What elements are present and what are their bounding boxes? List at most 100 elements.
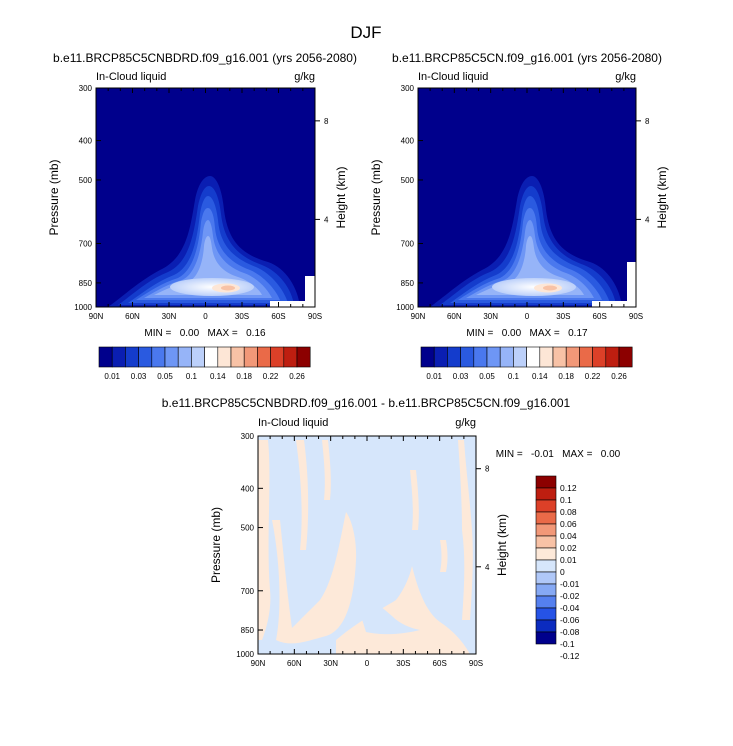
colorbar-swatch [230,346,245,368]
colorbar-swatch [535,619,557,633]
colorbar-label: 0.01 [104,372,120,381]
colorbar-swatch [535,487,557,501]
colorbar-swatch [539,346,554,368]
colorbar-label: 0.26 [611,372,627,381]
y-axis-title: Pressure (mb) [47,159,61,235]
panel-subtitle: b.e11.BRCP85C5CNBDRD.f09_g16.001 (yrs 20… [53,51,357,65]
field-label: In-Cloud liquid [418,71,488,83]
colorbar: 0.12 0.1 0.08 0.06 0.04 0.02 0.01 0 -0.01 -0.02 -0… [535,475,580,661]
y-axis-title: Pressure (mb) [369,159,383,235]
y-tick-label: 850 [241,626,255,635]
colorbar-swatch [486,346,501,368]
colorbar: 0.01 0.03 0.05 0.1 0.14 0.18 0.22 0.26 [420,346,633,381]
colorbar-swatch [151,346,166,368]
colorbar-swatch [204,346,219,368]
y-right-axis-title: Height (km) [495,514,509,576]
contour-plot [96,88,315,307]
colorbar-label: 0.05 [479,372,495,381]
colorbar-label: 0.14 [532,372,548,381]
colorbar-swatch [535,631,557,645]
colorbar-swatch [499,346,514,368]
colorbar-swatch [243,346,258,368]
y-tick-label: 500 [79,176,93,185]
y-tick-label: 300 [79,84,93,93]
colorbar-label: 0.22 [585,372,601,381]
x-tick-label: 90S [469,659,483,668]
colorbar-swatch [217,346,232,368]
y-tick-label: 700 [79,239,93,248]
colorbar-swatch [592,346,607,368]
colorbar-swatch [191,346,205,368]
x-tick-label: 90S [629,312,643,321]
x-tick-label: 30N [323,659,338,668]
colorbar-swatch [552,346,567,368]
colorbar-swatch [535,583,557,597]
units-label: g/kg [294,71,315,83]
figure-title: DJF [350,23,381,42]
y-tick-label: 700 [241,587,255,596]
units-label: g/kg [615,71,636,83]
field-label: In-Cloud liquid [258,417,328,429]
x-tick-label: 90N [251,659,266,668]
panel-left: b.e11.BRCP85C5CNBDRD.f09_g16.001 (yrs 20… [47,51,357,381]
colorbar-label: 0.01 [426,372,442,381]
y-right-axis-title: Height (km) [334,166,348,228]
colorbar-swatch [535,535,557,549]
x-tick-label: 90S [308,312,322,321]
colorbar-label: 0.12 [560,483,577,493]
x-tick-label: 60S [593,312,607,321]
colorbar-swatch [535,547,557,561]
colorbar-swatch [513,346,527,368]
y-tick-label: 700 [401,239,415,248]
colorbar-label: 0.14 [210,372,226,381]
colorbar-swatch [164,346,179,368]
colorbar-swatch [283,346,298,368]
colorbar-swatch [473,346,488,368]
colorbar-label: 0.02 [560,543,577,553]
colorbar-swatch [535,571,557,585]
x-tick-label: 30S [396,659,410,668]
units-label: g/kg [455,417,476,429]
colorbar-label: 0.05 [157,372,173,381]
colorbar-label: 0.01 [560,555,577,565]
y-tick-label: 500 [401,176,415,185]
minmax-label: MIN = 0.00 MAX = 0.17 [466,328,588,339]
y-tick-label: 850 [79,279,93,288]
y-right-axis-title: Height (km) [655,166,669,228]
colorbar-label: 0 [560,567,565,577]
field-label: In-Cloud liquid [96,71,166,83]
colorbar-swatch [535,475,557,489]
x-tick-label: 30N [483,312,498,321]
y-tick-label: 300 [241,432,255,441]
panel-subtitle: b.e11.BRCP85C5CNBDRD.f09_g16.001 - b.e11… [162,396,571,410]
colorbar-label: 0.22 [263,372,279,381]
colorbar-label: 0.26 [289,372,305,381]
colorbar-swatch [125,346,139,368]
colorbar-label: 0.1 [560,495,572,505]
colorbar-label: 0.1 [186,372,198,381]
y-tick-label: 500 [241,524,255,533]
plot-axes: 90N 60N 30N 0 30S 60S 90S 300 400 500 700 850 1000 8 4… [47,84,348,321]
colorbar-swatch [535,607,557,621]
colorbar-swatch [535,499,557,513]
colorbar-label: 0.08 [560,507,577,517]
y-right-tick-label: 4 [645,215,650,224]
y-tick-label: 400 [241,484,255,493]
colorbar-label: -0.06 [560,615,580,625]
minmax-label: MIN = 0.00 MAX = 0.16 [144,328,266,339]
colorbar-swatch [433,346,448,368]
colorbar-swatch [111,346,126,368]
colorbar-label: -0.08 [560,627,580,637]
colorbar-swatch [177,346,192,368]
y-tick-label: 1000 [74,303,92,312]
panel-subtitle: b.e11.BRCP85C5CN.f09_g16.001 (yrs 2056-2… [392,51,662,65]
plot-axes: 90N 60N 30N 0 30S 60S 90S 300 400 500 700 850 1000 8 4… [369,84,669,321]
x-tick-label: 60N [447,312,462,321]
colorbar-label: -0.1 [560,639,575,649]
colorbar-swatch [535,595,557,609]
x-tick-label: 30N [162,312,177,321]
colorbar-label: 0.18 [236,372,252,381]
colorbar-swatch [270,346,285,368]
x-tick-label: 0 [365,659,370,668]
